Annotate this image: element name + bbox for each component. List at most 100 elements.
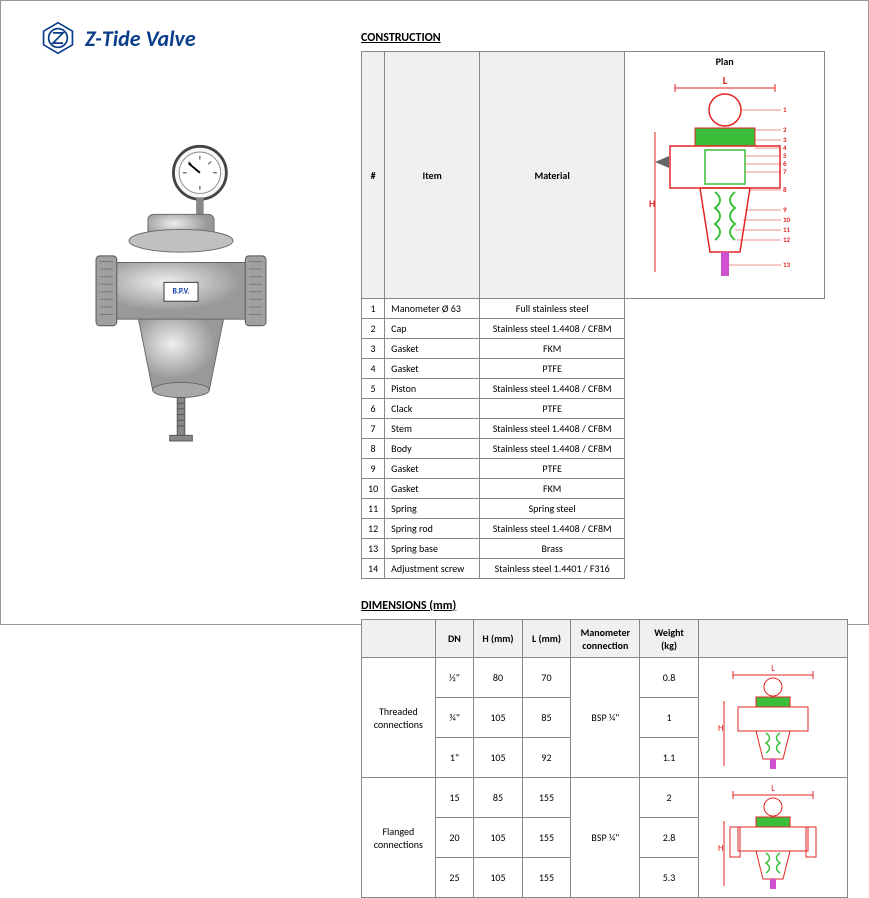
svg-text:8: 8 [783,185,787,194]
cell-material: Spring steel [480,499,625,519]
svg-text:H: H [649,197,655,210]
svg-text:H: H [718,723,724,734]
brand-name: Z-Tide Valve [85,25,196,52]
svg-text:L: L [722,74,727,87]
cell-num: 10 [362,479,385,499]
table-header-row: DN H (mm) L (mm) Manometer connection We… [362,620,848,658]
svg-text:2: 2 [783,125,787,134]
cell-dn: ½" [435,658,474,698]
cell-l: 155 [522,858,571,898]
cell-weight: 5.3 [640,858,698,898]
svg-text:7: 7 [783,167,787,176]
dimensions-title: DIMENSIONS (mm) [361,599,848,613]
cell-dn: 15 [435,778,474,818]
cell-h: 105 [474,818,523,858]
table-row: 13Spring baseBrass [362,539,825,559]
table-row: Flanged connections1585155BSP ¼"2LH [362,778,848,818]
cell-item: Gasket [385,359,480,379]
svg-text:9: 9 [783,205,787,214]
cell-conn-type: Threaded connections [362,658,436,778]
cell-num: 13 [362,539,385,559]
cell-material: Stainless steel 1.4408 / CF8M [480,519,625,539]
cell-conn-type: Flanged connections [362,778,436,898]
cell-mano: BSP ¼" [571,778,640,898]
table-row: 12Spring rodStainless steel 1.4408 / CF8… [362,519,825,539]
cell-l: 155 [522,818,571,858]
cell-item: Body [385,439,480,459]
cell-h: 80 [474,658,523,698]
cell-material: PTFE [480,459,625,479]
col-material: Material [480,52,625,299]
dimensions-table: DN H (mm) L (mm) Manometer connection We… [361,619,848,898]
cell-material: Stainless steel 1.4408 / CF8M [480,439,625,459]
cell-material: Stainless steel 1.4408 / CF8M [480,319,625,339]
svg-text:B.P.V.: B.P.V. [173,288,190,297]
left-column: Z-Tide Valve [1,1,361,624]
table-row: 2CapStainless steel 1.4408 / CF8M [362,319,825,339]
table-row: 8BodyStainless steel 1.4408 / CF8M [362,439,825,459]
svg-text:L: L [771,783,775,794]
col-item: Item [385,52,480,299]
col-num: # [362,52,385,299]
cell-num: 9 [362,459,385,479]
cell-l: 85 [522,698,571,738]
col-h: H (mm) [474,620,523,658]
cell-dn: 20 [435,818,474,858]
cell-weight: 2 [640,778,698,818]
cell-num: 8 [362,439,385,459]
cell-num: 11 [362,499,385,519]
cell-diagram: LH [698,658,847,778]
svg-text:10: 10 [783,215,791,224]
col-diagram [698,620,847,658]
cell-l: 70 [522,658,571,698]
cell-weight: 1.1 [640,738,698,778]
construction-table: # Item Material Plan L [361,51,825,579]
table-row: 9GasketPTFE [362,459,825,479]
svg-text:12: 12 [783,235,791,244]
cell-item: Gasket [385,459,480,479]
table-row: 14Adjustment screwStainless steel 1.4401… [362,559,825,579]
brand-logo-icon [41,21,75,55]
construction-block: # Item Material Plan L [361,51,848,579]
cell-dn: 25 [435,858,474,898]
table-row: Threaded connections½"8070BSP ¼"0.8LH [362,658,848,698]
brand-block: Z-Tide Valve [41,21,196,55]
table-row: 1Manometer Ø 63Full stainless steel [362,299,825,319]
table-row: 3GasketFKM [362,339,825,359]
table-row: 4GasketPTFE [362,359,825,379]
cell-num: 6 [362,399,385,419]
cell-material: PTFE [480,359,625,379]
cell-item: Stem [385,419,480,439]
cell-num: 7 [362,419,385,439]
cell-material: Stainless steel 1.4408 / CF8M [480,379,625,399]
svg-text:13: 13 [783,260,791,269]
cell-item: Spring [385,499,480,519]
cell-num: 1 [362,299,385,319]
cell-h: 105 [474,858,523,898]
col-dn: DN [435,620,474,658]
col-weight: Weight (kg) [640,620,698,658]
svg-text:11: 11 [783,225,791,234]
svg-text:1: 1 [783,105,787,114]
cell-material: FKM [480,479,625,499]
cell-item: Manometer Ø 63 [385,299,480,319]
cell-material: Full stainless steel [480,299,625,319]
table-header-row: # Item Material Plan L [362,52,825,299]
cell-item: Spring rod [385,519,480,539]
cell-weight: 2.8 [640,818,698,858]
cell-num: 14 [362,559,385,579]
cell-item: Clack [385,399,480,419]
plan-diagram: L H 1234567891011121 [645,72,805,292]
cell-dn: 1" [435,738,474,778]
construction-title: CONSTRUCTION [361,31,848,45]
cell-h: 105 [474,698,523,738]
svg-text:L: L [771,663,775,674]
col-plan: Plan L [625,52,825,299]
table-row: 7StemStainless steel 1.4408 / CF8M [362,419,825,439]
cell-item: Gasket [385,479,480,499]
cell-material: Stainless steel 1.4401 / F316 [480,559,625,579]
cell-h: 105 [474,738,523,778]
table-row: 6ClackPTFE [362,399,825,419]
cell-h: 85 [474,778,523,818]
cell-l: 155 [522,778,571,818]
